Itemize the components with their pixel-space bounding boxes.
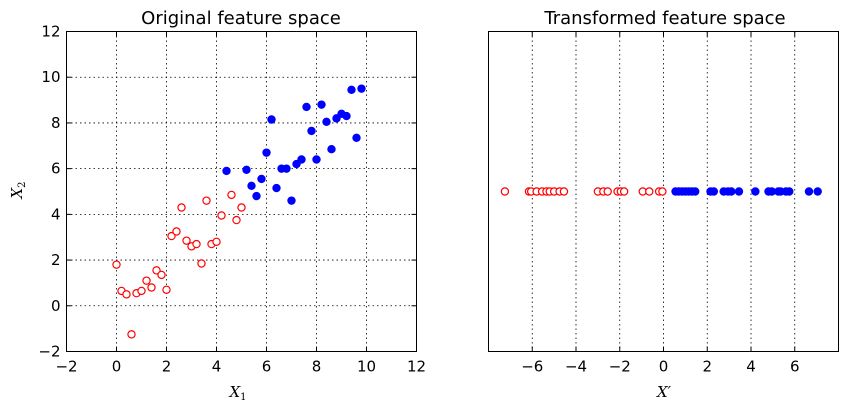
y-tick-label: 6	[51, 160, 61, 178]
red-point	[172, 227, 181, 236]
red-point	[227, 190, 236, 200]
blue-point	[785, 187, 794, 196]
blue-point	[322, 117, 331, 126]
red-point	[658, 187, 667, 196]
red-point	[645, 187, 654, 196]
x-tick-label: 4	[746, 358, 756, 376]
blue-point	[317, 100, 326, 109]
blue-point	[297, 155, 306, 164]
blue-point	[347, 85, 356, 94]
x-tick-label: 10	[357, 358, 376, 376]
plot-frame	[66, 31, 417, 352]
x-tick-label: −6	[521, 358, 543, 376]
chart-title: Original feature space	[141, 8, 341, 29]
x-tick-label: 6	[262, 358, 272, 376]
grid	[66, 31, 417, 352]
blue-point	[734, 187, 744, 196]
blue-point	[352, 133, 361, 142]
chart-title: Transformed feature space	[543, 8, 785, 29]
y-tick-label: 2	[51, 251, 61, 269]
red-point	[197, 259, 206, 268]
blue-point	[357, 84, 366, 93]
y-tick-label: −2	[38, 343, 60, 361]
grid	[531, 31, 796, 352]
blue-point	[252, 191, 261, 201]
red-point	[162, 285, 171, 294]
y-tick-label: 8	[51, 114, 61, 132]
x-tick-label: 4	[212, 358, 222, 376]
blue-point	[307, 126, 316, 136]
x-axis-ticks: −2 0 2 4 6 8 10 12	[55, 31, 426, 376]
red-point	[182, 236, 191, 245]
red-point	[232, 215, 241, 225]
red-point	[127, 330, 136, 339]
blue-point	[751, 187, 760, 196]
blue-point	[292, 159, 301, 169]
red-point	[157, 270, 166, 280]
data-points	[112, 84, 366, 339]
x-tick-label: 0	[112, 358, 122, 376]
x-tick-label: −2	[55, 358, 77, 376]
x-tick-label: 8	[312, 358, 322, 376]
red-point	[152, 266, 161, 275]
x-axis-ticks: −6 −4 −2 0 2 4 6	[521, 31, 800, 376]
blue-point	[709, 187, 719, 196]
data-points	[500, 187, 822, 196]
blue-point	[342, 111, 351, 121]
blue-point	[813, 187, 822, 196]
blue-point	[327, 145, 336, 154]
blue-point	[691, 187, 700, 196]
red-point	[603, 187, 612, 196]
blue-point	[332, 114, 341, 123]
blue-point	[287, 196, 296, 205]
y-axis-label: X2	[8, 181, 28, 199]
y-tick-label: 12	[41, 23, 60, 41]
original-feature-space-chart: Original feature space −2 0 2 4 6 8 10 12 −2 0 2 4…	[8, 8, 426, 403]
red-point	[217, 211, 226, 220]
red-point	[112, 260, 121, 269]
red-point	[619, 187, 629, 196]
red-point	[137, 286, 146, 296]
red-point	[202, 196, 211, 205]
blue-point	[262, 148, 271, 157]
x-axis-label: X′	[656, 383, 672, 401]
red-point	[122, 290, 131, 299]
red-point	[212, 237, 221, 246]
blue-point	[727, 187, 736, 196]
red-point	[142, 276, 151, 285]
y-tick-label: 10	[41, 68, 60, 86]
blue-point	[302, 102, 311, 112]
blue-point	[804, 187, 814, 196]
blue-point	[222, 166, 231, 176]
blue-point	[242, 165, 251, 174]
x-axis-label: X1	[228, 383, 246, 403]
blue-point	[312, 155, 321, 164]
blue-point	[282, 164, 291, 173]
blue-point	[267, 115, 276, 124]
x-tick-label: 6	[790, 358, 800, 376]
red-point	[167, 231, 176, 241]
x-tick-label: −2	[609, 358, 631, 376]
x-tick-label: −4	[565, 358, 587, 376]
red-point	[500, 187, 510, 196]
y-tick-label: 4	[51, 205, 61, 223]
red-point	[147, 283, 156, 292]
transformed-feature-space-chart: Transformed feature space −6 −4 −2 0 2 4 6 X′	[488, 8, 839, 401]
x-tick-label: 12	[407, 358, 426, 376]
red-point	[192, 239, 201, 249]
red-point	[177, 203, 186, 212]
x-tick-label: 0	[659, 358, 669, 376]
y-axis-ticks: −2 0 2 4 6 8 10 12	[38, 23, 417, 361]
blue-point	[257, 174, 266, 184]
x-tick-label: 2	[702, 358, 712, 376]
blue-point	[247, 181, 256, 190]
x-tick-label: 2	[162, 358, 172, 376]
blue-point	[272, 183, 281, 193]
red-point	[559, 187, 569, 196]
y-tick-label: 0	[51, 297, 61, 315]
red-point	[237, 203, 246, 212]
